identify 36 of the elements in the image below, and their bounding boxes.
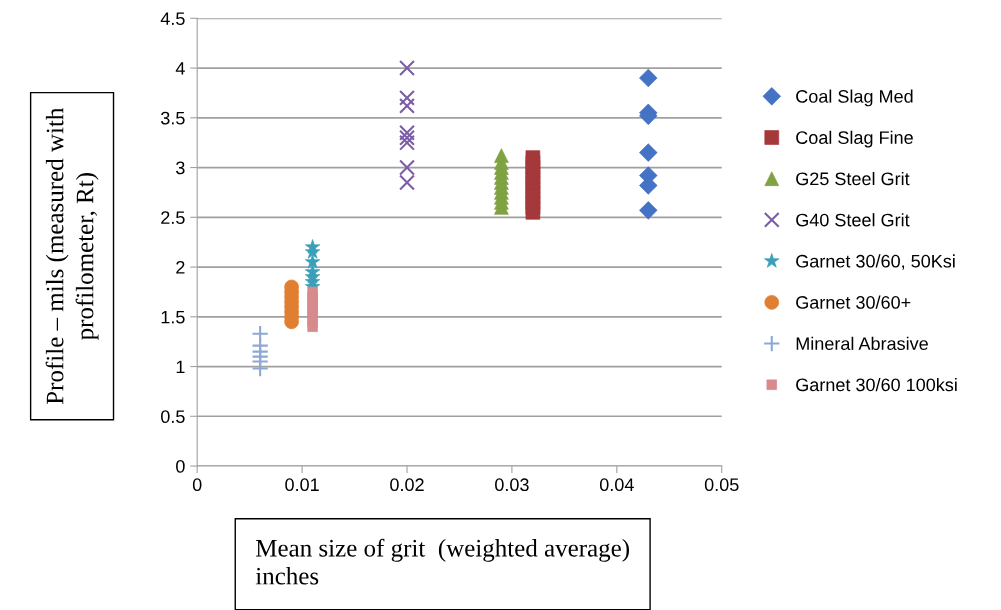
x-tick-label: 0.05 xyxy=(704,478,739,492)
legend-label: Garnet 30/60 100ksi xyxy=(796,377,957,392)
y-tick-label: 2.5 xyxy=(161,211,185,225)
legend-label: Garnet 30/60, 50Ksi xyxy=(796,254,955,270)
point xyxy=(399,89,415,106)
y-tick-label: 1 xyxy=(176,360,185,374)
x-tick-label: 0 xyxy=(192,478,202,492)
legend-label: G25 Steel Grit xyxy=(796,171,910,186)
y-tick-label: 2 xyxy=(176,260,185,274)
x-tick-label: 0.03 xyxy=(495,478,529,492)
legend-label: Mineral Abrasive xyxy=(796,336,928,351)
x-tick-label: 0.04 xyxy=(599,478,634,492)
point xyxy=(399,60,415,77)
legend-label: Coal Slag Med xyxy=(796,89,913,107)
x-tick-label: 0.01 xyxy=(285,478,319,492)
point xyxy=(399,97,415,114)
point xyxy=(639,68,658,88)
y-tick-label: 3 xyxy=(176,161,185,175)
y-axis-title: Profile – mils (measured with profilometer, Rt) xyxy=(45,107,99,405)
point xyxy=(399,159,415,176)
x-axis-title: Mean size of grit (weighted average) inches xyxy=(255,538,629,585)
y-tick-label: 3.5 xyxy=(160,111,185,125)
x-tick-label: 0.02 xyxy=(390,478,424,492)
y-tick-label: 0 xyxy=(176,459,185,473)
legend-label: Coal Slag Fine xyxy=(796,130,913,148)
point xyxy=(399,134,415,151)
y-tick-label: 4.5 xyxy=(160,12,185,26)
point xyxy=(494,148,509,163)
legend-label: G40 Steel Grit xyxy=(796,213,910,227)
point xyxy=(399,174,415,191)
point xyxy=(399,129,415,146)
legend-label: Garnet 30/60+ xyxy=(796,295,911,309)
point xyxy=(399,124,415,141)
y-tick-label: 1.5 xyxy=(161,310,185,324)
y-tick-label: 0.5 xyxy=(161,410,185,424)
y-tick-label: 4 xyxy=(175,62,185,75)
